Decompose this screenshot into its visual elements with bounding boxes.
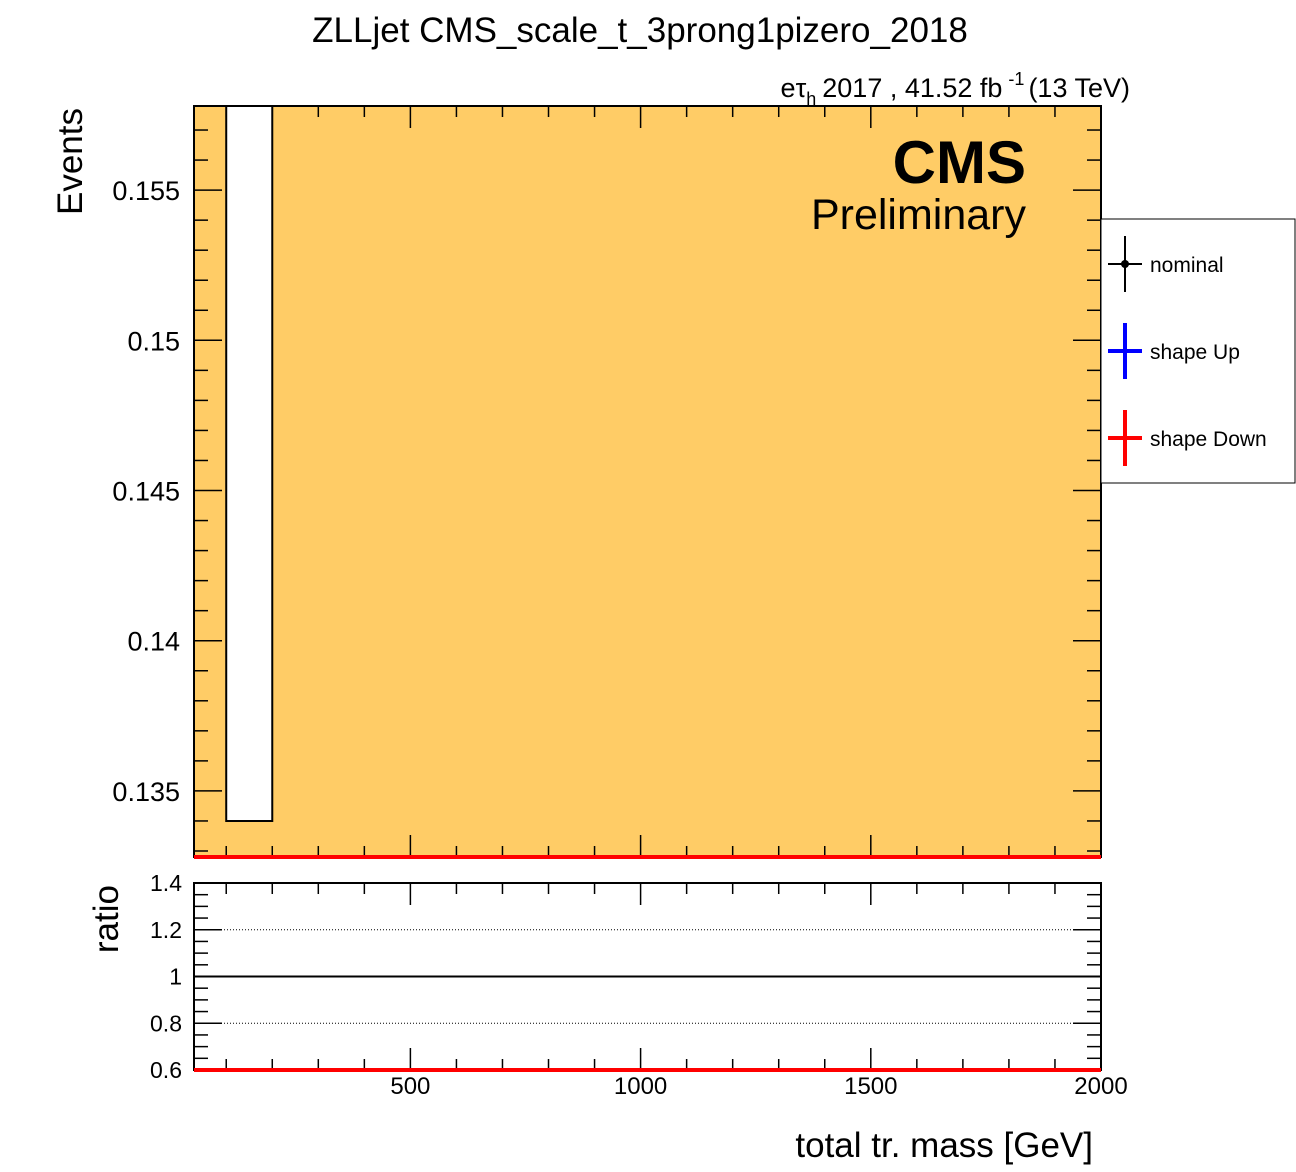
ratio-ytick-label: 0.8 (150, 1010, 182, 1036)
upper-ytick-label: 0.15 (127, 326, 180, 356)
legend-entry-shape-up: shape Up (1108, 323, 1240, 379)
ratio-xtick-label: 1500 (844, 1073, 897, 1100)
upper-ytick-label: 0.145 (112, 477, 180, 507)
legend-entry-nominal: nominal (1108, 236, 1224, 292)
lumi-year: 2017 , 41.52 fb (822, 73, 1002, 103)
cms-label: CMS (893, 129, 1026, 196)
upper-ytick-label: 0.135 (112, 777, 180, 807)
legend-label-shape-down: shape Down (1150, 428, 1267, 451)
histogram-bin-outline-1 (225, 106, 274, 822)
histogram-fill (194, 106, 1101, 857)
histogram-bins (225, 106, 274, 822)
x-axis-label: total tr. mass [GeV] (795, 1126, 1093, 1165)
ratio-xtick-label: 1000 (614, 1073, 667, 1100)
ratio-plot: 0.6 0.8 1 1.2 1.4 500 1000 1500 2000 (150, 870, 1128, 1100)
upper-plot: 0.135 0.14 0.145 0.15 0.155 (112, 105, 1102, 859)
legend-label-nominal: nominal (1150, 254, 1224, 277)
legend-marker-nominal-dot (1121, 260, 1129, 268)
lumi-label: eτh 2017 , 41.52 fb -1 (13 TeV) (781, 69, 1130, 109)
upper-ytick-label: 0.14 (127, 627, 180, 657)
legend-entry-shape-down: shape Down (1108, 410, 1267, 466)
lumi-channel: e (781, 73, 796, 103)
chart-title: ZLLjet CMS_scale_t_3prong1pizero_2018 (312, 11, 968, 50)
ratio-gridlines (194, 929, 1101, 1024)
upper-ytick-label: 0.155 (112, 176, 180, 206)
lumi-energy: (13 TeV) (1028, 73, 1130, 103)
lumi-tau: τ (796, 73, 807, 103)
ratio-xtick-label: 2000 (1074, 1073, 1127, 1100)
legend-label-shape-up: shape Up (1150, 341, 1240, 364)
lumi-tau-sub: h (806, 89, 816, 109)
ratio-y-axis-label: ratio (87, 885, 126, 953)
cms-sublabel: Preliminary (811, 191, 1027, 239)
histogram-bin-1 (226, 106, 273, 821)
upper-y-axis-label: Events (51, 108, 90, 215)
legend: nominal shape Up shape Down (1100, 218, 1296, 484)
ratio-xtick-label: 500 (390, 1073, 430, 1100)
ratio-ytick-label: 1.2 (150, 917, 182, 943)
ratio-ytick-label: 1 (169, 964, 182, 990)
lumi-sup: -1 (1008, 69, 1024, 89)
ratio-ytick-label: 0.6 (150, 1057, 182, 1083)
ratio-x-ticks: 500 1000 1500 2000 (225, 883, 1128, 1100)
upper-y-ticks: 0.135 0.14 0.145 0.15 0.155 (112, 129, 1101, 852)
ratio-ytick-label: 1.4 (150, 870, 182, 896)
